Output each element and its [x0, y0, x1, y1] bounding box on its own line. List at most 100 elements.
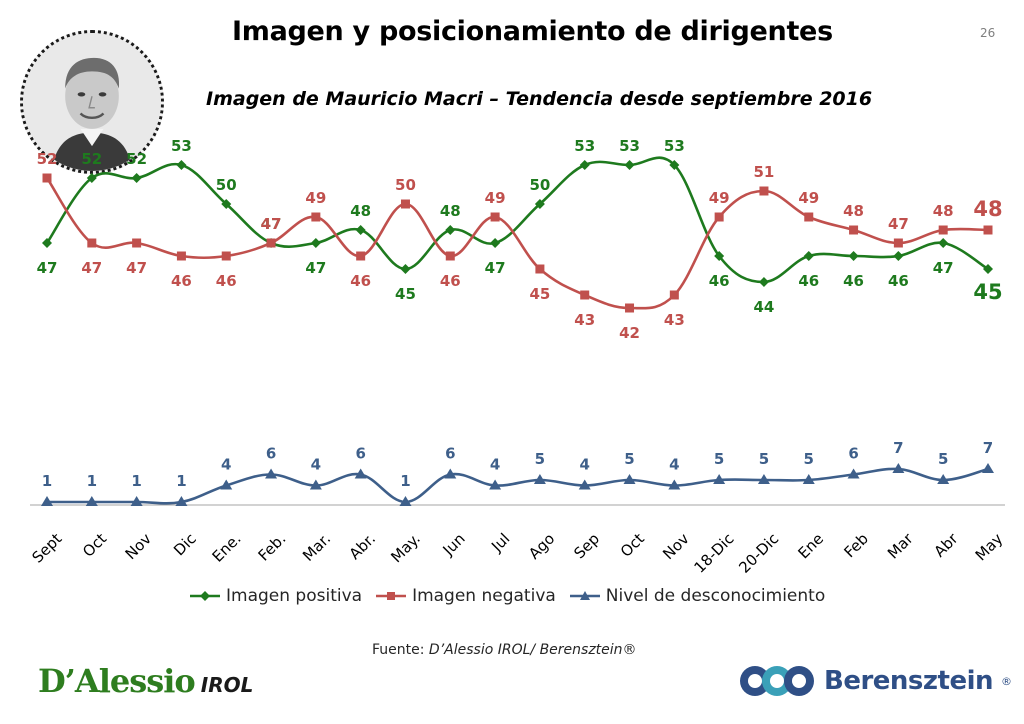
- point-unknown-19: [892, 463, 905, 473]
- dalessio-irol-logo: D’Alessio IROL: [38, 662, 253, 700]
- point-unknown-14: [668, 479, 681, 490]
- point-positive-13: [624, 160, 635, 170]
- x-tick-label-10: Jul: [487, 530, 513, 556]
- point-positive-0: [42, 238, 52, 248]
- point-positive-7: [355, 225, 366, 235]
- x-tick-label-0: Sept: [28, 530, 65, 567]
- person-portrait-icon: [23, 33, 161, 171]
- legend-label-unknown: Nivel de desconocimiento: [605, 586, 826, 606]
- data-label-unknown-4: 4: [221, 456, 231, 474]
- data-label-unknown-0: 1: [42, 472, 52, 490]
- data-label-positive-9: 48: [440, 202, 461, 220]
- point-negative-19: [893, 238, 903, 248]
- point-unknown-11: [533, 474, 546, 484]
- x-tick-label-5: Feb.: [255, 530, 290, 565]
- data-label-negative-2: 47: [126, 259, 147, 277]
- data-label-positive-18: 46: [843, 272, 864, 290]
- source-note: Fuente: D’Alessio IROL/ Berensztein®: [372, 642, 637, 658]
- data-label-unknown-19: 7: [893, 439, 903, 457]
- point-positive-6: [310, 238, 321, 248]
- data-label-unknown-14: 4: [669, 456, 679, 474]
- point-positive-17: [803, 251, 814, 261]
- x-tick-label-7: Abr.: [346, 530, 379, 563]
- x-tick-label-17: Ene: [794, 530, 827, 563]
- point-positive-9: [445, 225, 456, 235]
- data-label-unknown-11: 5: [535, 450, 545, 468]
- point-positive-2: [131, 173, 142, 183]
- point-positive-20: [938, 238, 949, 248]
- source-prefix: Fuente:: [372, 642, 429, 658]
- data-label-positive-2: 52: [126, 150, 147, 168]
- data-label-unknown-13: 5: [624, 450, 634, 468]
- x-tick-label-3: Dic: [170, 530, 200, 560]
- x-tick-label-15: 18-Dic: [691, 530, 738, 577]
- point-negative-15: [714, 212, 724, 222]
- x-tick-label-2: Nov: [122, 530, 156, 564]
- data-label-negative-4: 46: [216, 272, 237, 290]
- point-negative-8: [400, 199, 410, 209]
- data-label-positive-5: 47: [261, 215, 282, 233]
- point-unknown-3: [175, 496, 188, 506]
- point-unknown-12: [578, 479, 591, 490]
- berensztein-logo-text: Berensztein: [824, 666, 994, 696]
- legend-square-icon: [376, 592, 407, 600]
- point-negative-0: [42, 173, 52, 183]
- x-tick-label-11: Ago: [525, 530, 558, 563]
- point-negative-6: [311, 212, 321, 222]
- data-label-positive-17: 46: [798, 272, 819, 290]
- data-label-unknown-1: 1: [87, 472, 97, 490]
- data-label-positive-16: 44: [754, 298, 775, 316]
- data-label-negative-17: 49: [798, 189, 819, 207]
- legend-item-unknown: Nivel de desconocimiento: [569, 586, 826, 606]
- point-unknown-10: [489, 479, 502, 490]
- x-tick-label-13: Oct: [617, 530, 648, 561]
- point-negative-10: [490, 212, 500, 222]
- data-label-negative-20: 48: [933, 202, 954, 220]
- data-label-positive-15: 46: [709, 272, 730, 290]
- irol-logo-text: IROL: [200, 673, 254, 697]
- point-positive-14: [669, 160, 680, 170]
- point-unknown-17: [802, 474, 815, 484]
- data-label-unknown-10: 4: [490, 456, 500, 474]
- data-label-positive-21: 45: [973, 280, 1002, 304]
- point-unknown-21: [982, 463, 994, 473]
- point-unknown-0: [41, 496, 53, 506]
- data-label-negative-10: 49: [485, 189, 506, 207]
- data-label-negative-0: 52: [37, 150, 58, 168]
- point-positive-19: [893, 251, 904, 261]
- point-negative-5: [266, 238, 276, 248]
- data-label-unknown-21: 7: [983, 439, 993, 457]
- point-negative-4: [221, 251, 231, 261]
- point-negative-20: [938, 225, 948, 235]
- legend-item-negative: Imagen negativa: [376, 586, 556, 606]
- dalessio-logo-text: D’Alessio: [38, 662, 196, 700]
- data-label-unknown-6: 4: [311, 456, 321, 474]
- data-label-unknown-3: 1: [176, 472, 186, 490]
- legend-triangle-icon: [569, 591, 600, 600]
- x-tick-label-20: Abr: [930, 529, 962, 561]
- data-label-unknown-9: 6: [445, 445, 455, 463]
- data-label-positive-8: 45: [395, 285, 416, 303]
- data-label-negative-13: 42: [619, 324, 640, 342]
- data-label-positive-10: 47: [485, 259, 506, 277]
- data-label-unknown-18: 6: [848, 445, 858, 463]
- x-tick-label-8: May.: [387, 530, 424, 567]
- point-negative-21: [983, 225, 993, 235]
- point-negative-16: [759, 186, 769, 196]
- legend-label-positive: Imagen positiva: [226, 586, 363, 606]
- data-label-negative-18: 48: [843, 202, 864, 220]
- point-unknown-15: [713, 474, 726, 484]
- point-unknown-1: [85, 496, 98, 506]
- data-label-unknown-2: 1: [131, 472, 141, 490]
- berensztein-logo: Berensztein ®: [738, 664, 1012, 698]
- data-label-positive-12: 53: [574, 137, 595, 155]
- x-tick-label-9: Jun: [439, 530, 469, 560]
- data-label-unknown-5: 6: [266, 445, 276, 463]
- point-negative-14: [669, 290, 679, 300]
- point-positive-4: [221, 199, 232, 209]
- point-unknown-4: [220, 479, 233, 490]
- page-title: Imagen y posicionamiento de dirigentes: [232, 16, 833, 47]
- data-label-negative-8: 50: [395, 176, 416, 194]
- portrait-photo: [20, 30, 164, 174]
